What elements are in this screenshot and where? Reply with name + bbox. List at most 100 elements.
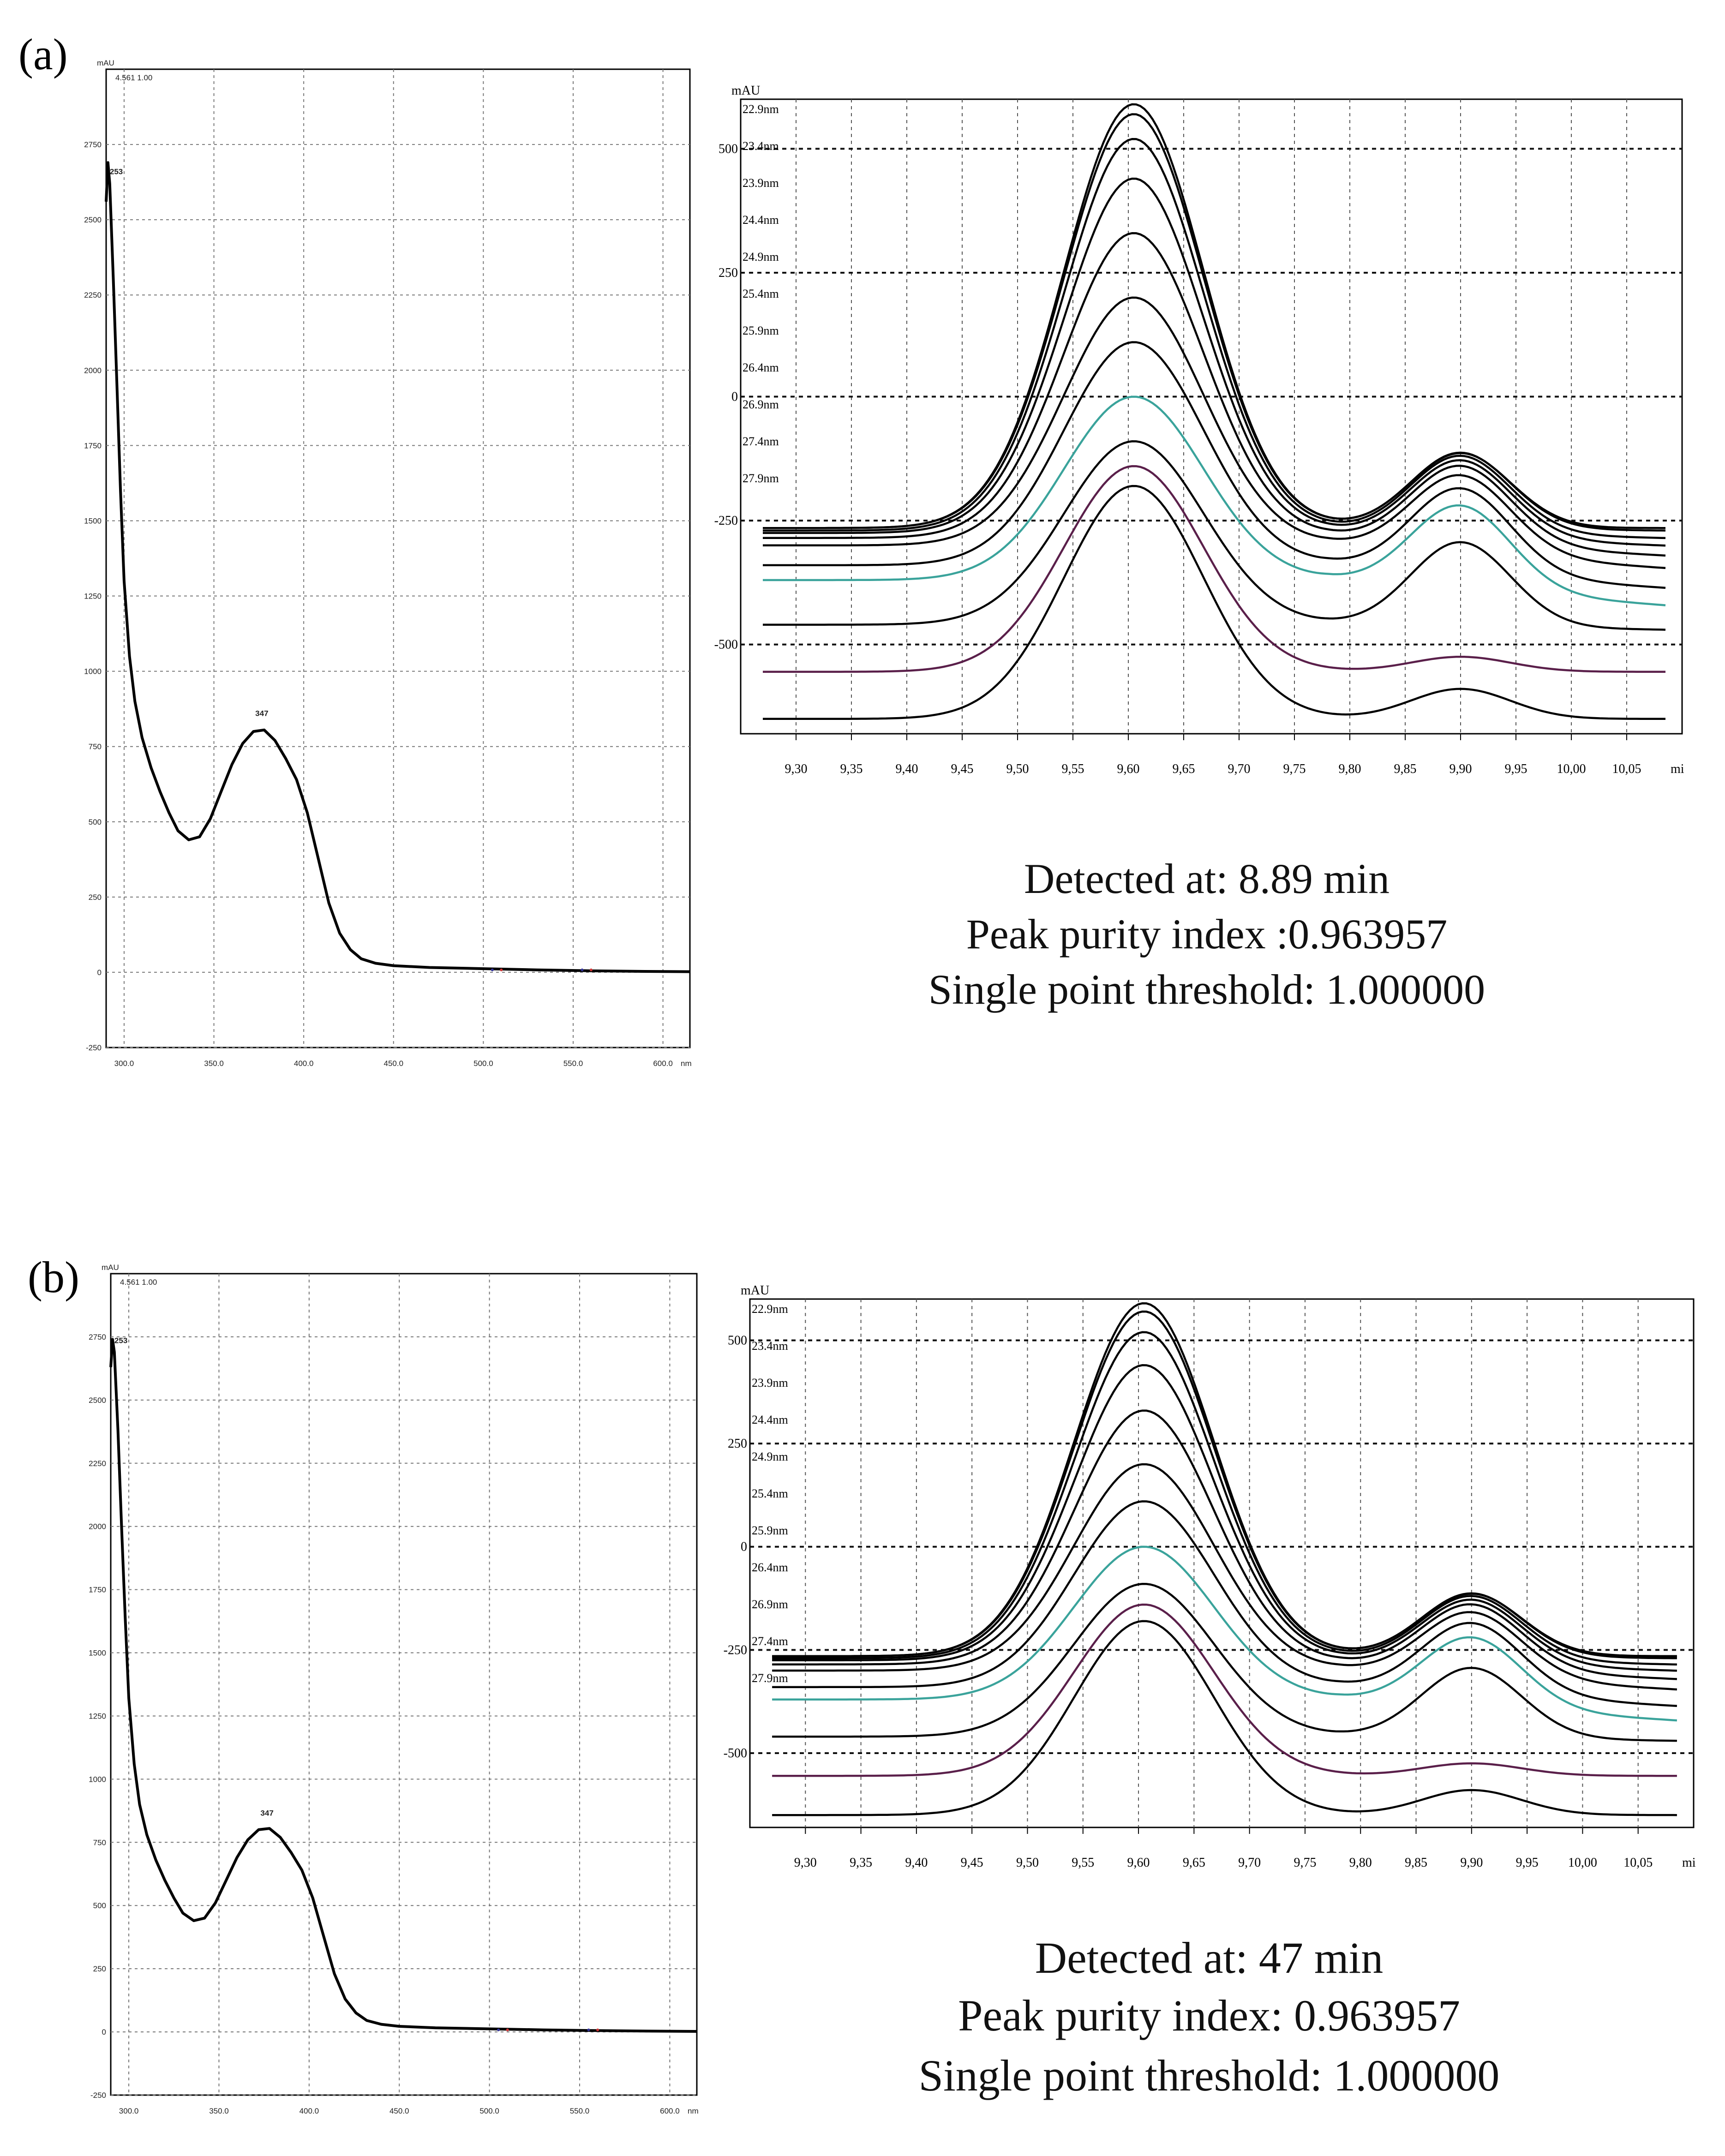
- panel-a-chromatogram-x-tick-label: 9,60: [1117, 762, 1140, 776]
- panel-b-chromatogram-series-line: [772, 1364, 1677, 1672]
- panel-a-spectrum-x-tick-label: 600.0: [653, 1059, 673, 1068]
- panel-b-spectrum-peak-label: 347: [260, 1809, 273, 1817]
- panel-b-chromatogram-x-tick-label: 9,45: [961, 1856, 983, 1870]
- panel-a-chromatogram-wavelength-label: 23.4nm: [743, 139, 779, 153]
- panel-a-spectrum-y-tick-label: 1000: [84, 667, 102, 676]
- panel-b-chromatogram-series-line: [772, 1500, 1677, 1707]
- panel-b-chromatogram-x-tick-label: 9,30: [794, 1856, 817, 1870]
- panel-b-spectrum-x-tick-label: 300.0: [119, 2107, 139, 2115]
- panel-a-spectrum-y-tick-label: 2000: [84, 366, 102, 375]
- panel-a-chromatogram-y-tick-label: 500: [719, 142, 738, 156]
- panel-b-spectrum-y-tick-label: 1250: [89, 1712, 106, 1720]
- panel-b-info-line: Detected at: 47 min: [1035, 1933, 1383, 1982]
- panel-a-chromatogram-x-tick-label: 9,80: [1339, 762, 1361, 776]
- panel-a-spectrum-spectrum-line: [105, 161, 690, 973]
- panel-b-chromatogram-x-tick-label: 9,40: [905, 1856, 928, 1870]
- panel-a-spectrum-y-tick-label: 1750: [84, 441, 102, 450]
- panel-a-info-line: Detected at: 8.89 min: [1024, 855, 1390, 902]
- panel-b-info-line: Peak purity index: 0.963957: [958, 1991, 1460, 2040]
- panel-b-letter: (b): [28, 1252, 79, 1302]
- panel-b-chromatogram-x-tick-label: 9,50: [1016, 1856, 1039, 1870]
- panel-b-spectrum-baseline-marker: [596, 2028, 599, 2031]
- panel-a-chromatogram-wavelength-label: 24.9nm: [743, 250, 779, 264]
- panel-a-chromatogram-wavelength-label: 25.9nm: [743, 324, 779, 337]
- panel-a: (a) 300.0 350.0 400.0 450.0 500.0 550.0 600.0 -2…: [18, 30, 1684, 1068]
- panel-a-chromatogram-wavelength-label: 22.9nm: [743, 102, 779, 116]
- panel-a-spectrum-y-tick-label: 500: [89, 818, 102, 826]
- panel-b-chromatogram-x-tick-label: 10,05: [1623, 1856, 1653, 1870]
- panel-b-spectrum-y-axis-label: mAU: [102, 1263, 119, 1272]
- panel-a-chromatogram-series-line: [763, 440, 1666, 631]
- panel-b-chromatogram-x-tick-label: 9,55: [1072, 1856, 1094, 1870]
- panel-a-chromatogram-x-tick-label: 10,05: [1612, 762, 1641, 776]
- panel-b-spectrum-plot-frame: [110, 1273, 698, 2096]
- panel-b-chromatogram-x-tick-label: 9,95: [1516, 1856, 1539, 1870]
- panel-b-spectrum-x-tick-label: 600.0: [660, 2107, 680, 2115]
- panel-a-chromatogram-series-line: [763, 232, 1666, 557]
- panel-b-spectrum-y-tick-label: -250: [90, 2091, 106, 2100]
- panel-b-chromatogram-wavelength-label: 27.4nm: [752, 1635, 788, 1648]
- panel-a-chromatogram-x-tick-label: 9,90: [1449, 762, 1472, 776]
- panel-b-chromatogram-plot-frame: [749, 1298, 1695, 1828]
- panel-b-chromatogram-wavelength-label: 26.9nm: [752, 1598, 788, 1611]
- panel-b-spectrum-baseline-marker: [587, 2028, 590, 2031]
- panel-a-letter: (a): [18, 30, 68, 79]
- panel-b-spectrum-y-tick-label: 500: [93, 1901, 106, 1910]
- panel-b-chromatogram-series-line: [772, 1545, 1677, 1722]
- panel-b-spectrum-x-tick-label: 500.0: [479, 2107, 499, 2115]
- panel-a-spectrum-baseline-marker: [491, 968, 494, 971]
- panel-b-chromatogram-x-tick-label: 10,00: [1568, 1856, 1597, 1870]
- panel-b-spectrum-y-tick-label: 250: [93, 1964, 106, 1973]
- panel-b-spectrum-baseline-marker: [497, 2028, 500, 2031]
- panel-a-chromatogram-y-axis-label: mAU: [731, 84, 760, 98]
- panel-a-spectrum-y-tick-label: 750: [89, 743, 102, 751]
- panel-a-chromatogram-wavelength-label: 25.4nm: [743, 287, 779, 300]
- panel-a-chromatogram-y-tick-label: -250: [714, 514, 738, 528]
- panel-b-chromatogram-x-tick-label: 9,80: [1349, 1856, 1372, 1870]
- panel-b-spectrum-x-tick-label: 450.0: [389, 2107, 409, 2115]
- panel-a-spectrum-y-tick-label: 2750: [84, 140, 102, 149]
- panel-a-chromatogram-plot-frame: [740, 98, 1683, 735]
- panel-b-spectrum-x-tick-label: 350.0: [209, 2107, 229, 2115]
- panel-b-chromatogram-y-tick-label: -500: [724, 1746, 747, 1761]
- panel-a-spectrum-plot-frame: [105, 68, 691, 1048]
- panel-a-spectrum-peak-label: 347: [255, 709, 268, 718]
- panel-b-chromatogram-x-axis-unit: mi: [1682, 1856, 1696, 1870]
- panel-a-chromatogram-x-tick-label: 9,45: [951, 762, 974, 776]
- panel-a-spectrum-x-tick-label: 400.0: [294, 1059, 314, 1068]
- panel-a-spectrum-y-tick-label: 1250: [84, 592, 102, 601]
- panel-b-chromatogram-wavelength-label: 27.9nm: [752, 1671, 788, 1685]
- panel-a-spectrum-y-tick-label: 2500: [84, 216, 102, 224]
- panel-a-chromatogram-series-line: [763, 113, 1666, 532]
- panel-b-spectrum-spectrum-line: [109, 1338, 697, 2033]
- panel-a-spectrum-baseline-marker: [589, 968, 593, 971]
- panel-a-chromatogram-series-line: [763, 177, 1666, 547]
- panel-b-spectrum-y-tick-label: 2000: [89, 1522, 106, 1531]
- panel-b-spectrum-y-tick-label: 2250: [89, 1459, 106, 1468]
- panel-b-spectrum-y-tick-label: 2500: [89, 1396, 106, 1405]
- panel-b-chromatogram-wavelength-label: 23.4nm: [752, 1339, 788, 1353]
- panel-a-chromatogram-x-tick-label: 9,55: [1062, 762, 1084, 776]
- panel-b-chromatogram-y-tick-label: 250: [728, 1437, 747, 1451]
- panel-a-chromatogram-x-axis-unit: mi: [1671, 762, 1684, 776]
- panel-a-chromatogram-x-tick-label: 9,95: [1505, 762, 1527, 776]
- panel-b-chromatogram-series-line: [772, 1463, 1677, 1691]
- panel-b-chromatogram-wavelength-label: 26.4nm: [752, 1561, 788, 1574]
- panel-b-chromatogram-y-axis-label: mAU: [741, 1283, 769, 1298]
- panel-a-chromatogram-series-line: [763, 138, 1666, 539]
- panel-a-chromatogram-series-line: [763, 395, 1666, 606]
- panel-b-chromatogram-series-line: [772, 1331, 1677, 1666]
- panel-b: (b) 300.0 350.0 400.0 450.0 500.0 550.0 600.0 -2…: [28, 1252, 1696, 2115]
- panel-a-chromatogram-y-tick-label: -500: [714, 638, 738, 652]
- panel-b-spectrum-x-axis-unit: nm: [688, 2107, 699, 2115]
- panel-a-chromatogram-wavelength-label: 27.4nm: [743, 435, 779, 448]
- panel-a-chromatogram-wavelength-label: 26.9nm: [743, 398, 779, 411]
- panel-a-chromatogram-x-tick-label: 9,75: [1283, 762, 1306, 776]
- panel-b-chromatogram-wavelength-label: 25.9nm: [752, 1524, 788, 1537]
- panel-a-spectrum-y-tick-label: -250: [86, 1043, 102, 1052]
- panel-b-chromatogram-x-tick-label: 9,90: [1460, 1856, 1483, 1870]
- panel-a-info-line: Single point threshold: 1.000000: [928, 966, 1485, 1013]
- panel-b-spectrum-y-tick-label: 1500: [89, 1649, 106, 1658]
- panel-b-spectrum-peak-label: 253: [114, 1336, 127, 1345]
- panel-b-spectrum-y-tick-label: 750: [93, 1838, 106, 1847]
